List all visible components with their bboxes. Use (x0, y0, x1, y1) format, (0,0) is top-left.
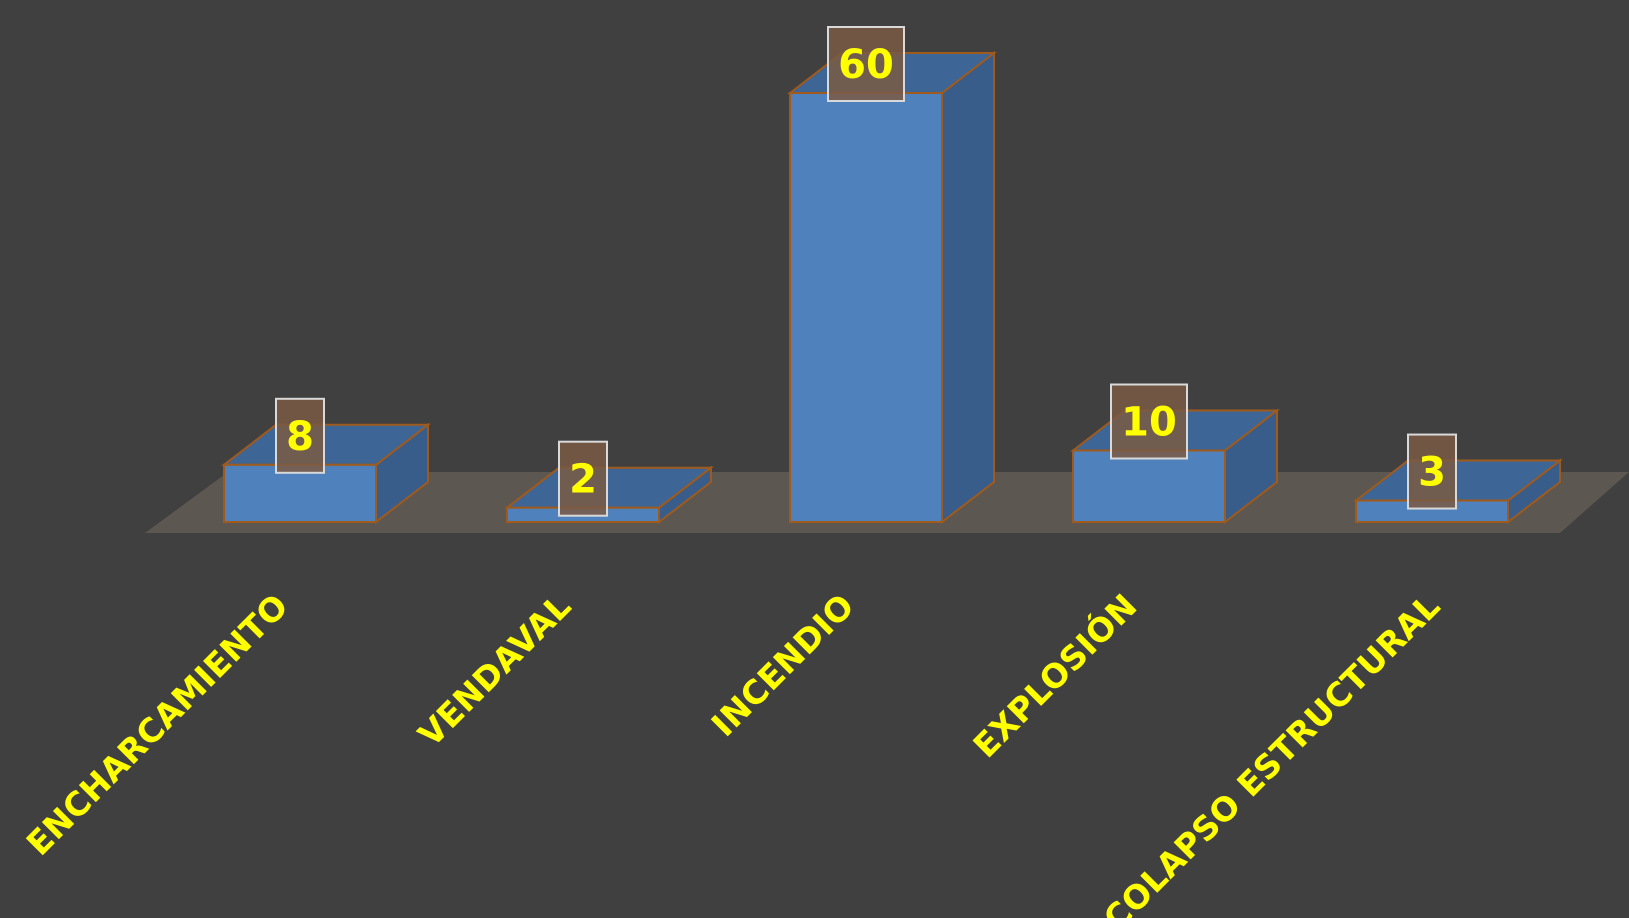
data-label-text: 3 (1418, 450, 1446, 496)
data-label-0: 8 (275, 397, 325, 474)
data-label-3: 10 (1110, 383, 1188, 460)
category-label: EXPLOSIÓN (965, 585, 1145, 765)
data-label-box (558, 440, 608, 517)
category-label: COLAPSO ESTRUCTURAL (1096, 586, 1448, 918)
category-label: ENCHARCAMIENTO (19, 586, 296, 863)
data-label-box (827, 26, 905, 102)
bar-front-face (1072, 449, 1226, 523)
data-label-box (1110, 383, 1188, 460)
category-label: INCENDIO (704, 586, 862, 744)
data-label-4: 3 (1407, 433, 1457, 510)
bars-group (221, 50, 1563, 525)
bar-incendio (787, 50, 997, 525)
bar-front-face (789, 92, 943, 523)
data-label-text: 10 (1121, 400, 1177, 446)
category-labels-group: ENCHARCAMIENTO VENDAVAL INCENDIO EXPLOSIÓNC… (19, 585, 1448, 918)
data-labels-group: 8 2 60 10 3 (275, 26, 1457, 517)
data-label-text: 8 (286, 414, 314, 460)
bar-side-face (941, 50, 995, 525)
data-label-text: 60 (838, 42, 894, 88)
data-label-text: 2 (569, 457, 597, 503)
data-label-box (1407, 433, 1457, 510)
data-label-1: 2 (558, 440, 608, 517)
category-label: VENDAVAL (411, 586, 579, 754)
data-label-box (275, 397, 325, 474)
data-label-2: 60 (827, 26, 905, 102)
